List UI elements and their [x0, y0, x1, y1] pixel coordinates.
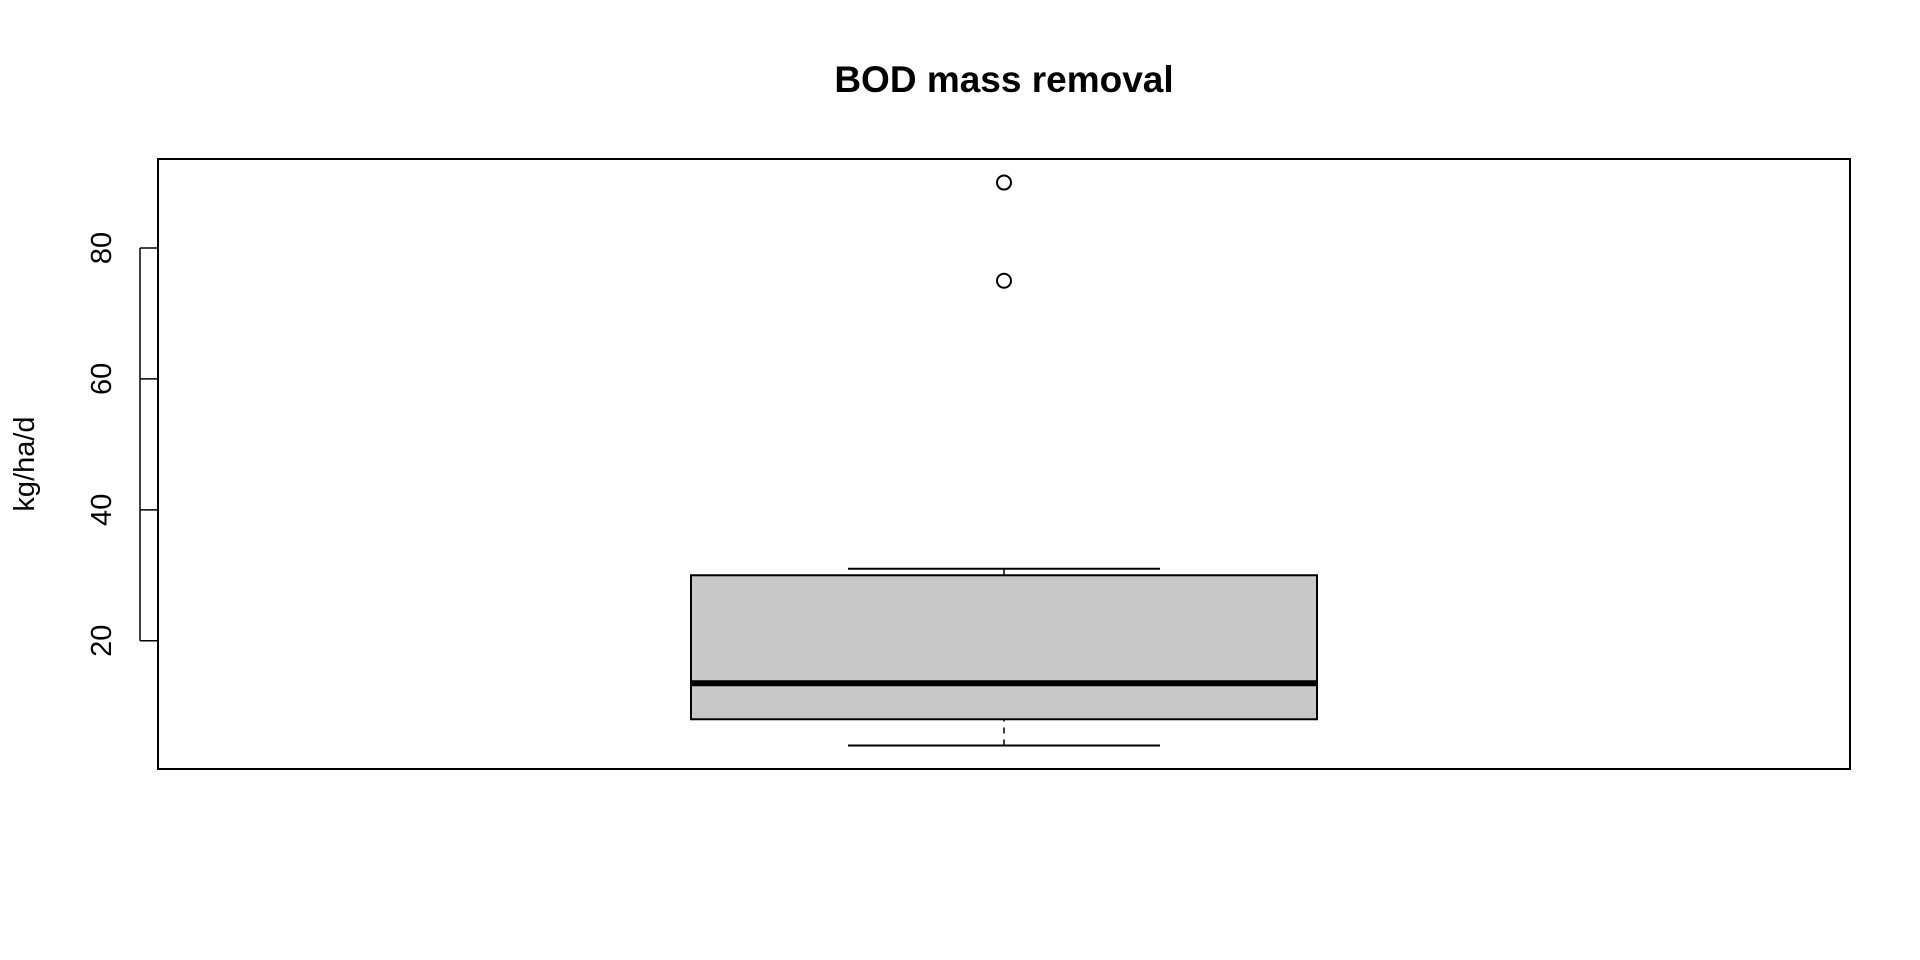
boxplot	[690, 567, 1318, 747]
y-axis-label: kg/ha/d	[9, 416, 41, 511]
outliers	[996, 174, 1012, 289]
y-tick-label: 40	[86, 494, 118, 526]
y-tick-label: 60	[86, 363, 118, 395]
y-axis: 20 40 60 80	[86, 232, 158, 657]
y-tick-label: 80	[86, 232, 118, 264]
outlier-point	[996, 174, 1012, 191]
y-tick-label: 20	[86, 625, 118, 657]
chart-title: BOD mass removal	[834, 59, 1173, 100]
outlier-point	[996, 272, 1012, 289]
interquartile-box	[690, 574, 1318, 721]
plot-frame	[157, 158, 1851, 770]
